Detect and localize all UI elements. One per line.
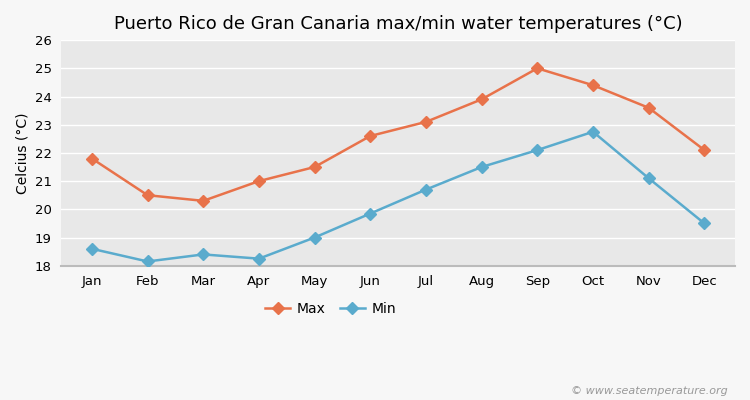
Max (310, 165, 319, 170)
Min (88, 246, 97, 251)
Legend: Max, Min: Max, Min (260, 297, 402, 322)
Title: Puerto Rico de Gran Canaria max/min water temperatures (°C): Puerto Rico de Gran Canaria max/min wate… (114, 15, 682, 33)
Max (254, 179, 263, 184)
Min (310, 235, 319, 240)
Line: Max: Max (88, 64, 709, 205)
Min (477, 165, 486, 170)
Max (644, 105, 653, 110)
Min (199, 252, 208, 257)
Max (700, 148, 709, 152)
Y-axis label: Celcius (°C): Celcius (°C) (15, 112, 29, 194)
Min (422, 187, 430, 192)
Max (422, 120, 430, 124)
Max (143, 193, 152, 198)
Min (532, 148, 542, 152)
Max (532, 66, 542, 71)
Text: © www.seatemperature.org: © www.seatemperature.org (571, 386, 728, 396)
Min (644, 176, 653, 181)
Max (88, 156, 97, 161)
Min (700, 221, 709, 226)
Min (366, 211, 375, 216)
Min (143, 259, 152, 264)
Max (366, 134, 375, 138)
Max (589, 83, 598, 88)
Line: Min: Min (88, 128, 709, 266)
Max (199, 198, 208, 203)
Min (589, 129, 598, 134)
Max (477, 97, 486, 102)
Min (254, 256, 263, 261)
